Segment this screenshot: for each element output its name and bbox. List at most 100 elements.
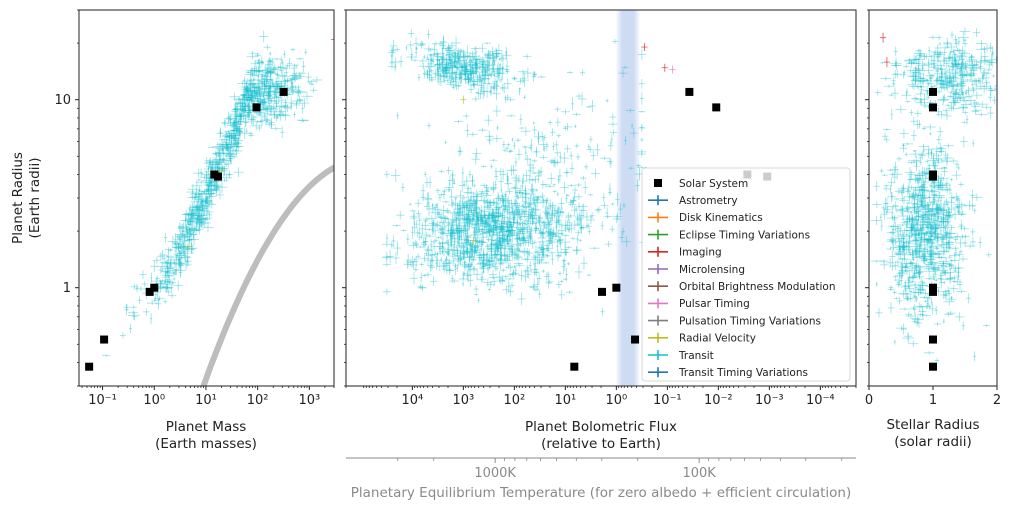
error-bar-point [256,95,266,106]
error-bar-point [224,152,229,159]
error-bar-point [436,240,443,253]
error-bar-point [245,89,253,93]
error-bar-point [221,173,232,183]
error-bar-point [198,220,201,226]
error-bar-point [246,107,251,118]
error-bar-point [230,146,243,157]
error-bar-point [265,60,271,70]
error-bar-point [499,277,506,285]
error-bar-point [445,266,454,275]
error-bar-point [173,239,181,248]
error-bar-point [444,58,449,66]
error-bar-point [444,207,451,214]
error-bar-point [197,188,202,193]
error-bar-point [185,246,190,253]
error-bar-point [436,236,442,239]
error-bar-point [403,259,412,269]
error-bar-point [278,72,290,80]
error-bar-point [496,225,505,232]
error-bar-point [272,57,282,61]
error-bar-point [570,237,576,240]
error-bar-point [496,229,504,236]
error-bar-point [481,218,492,229]
error-bar-point [270,67,277,73]
error-bar-point [452,71,458,74]
error-bar-point [259,89,270,96]
error-bar-point [229,131,235,136]
error-bar-point [289,71,299,80]
error-bar-point [203,193,209,205]
error-bar-point [240,104,250,114]
error-bar-point [495,248,506,262]
error-bar-point [243,118,249,127]
error-bar-point [178,260,185,266]
error-bar-point [167,254,175,266]
error-bar-point [159,249,166,261]
error-bar-point [271,87,278,95]
error-bar-point [162,269,172,282]
error-bar-point [256,90,266,93]
error-bar-point [493,242,498,250]
error-bar-point [160,267,171,276]
error-bar-point [261,76,265,82]
error-bar-point [160,284,172,292]
error-bar-point [558,289,565,300]
error-bar-point [436,215,445,219]
error-bar-point [225,131,234,144]
error-bar-point [270,84,278,89]
error-bar-point [609,113,617,121]
flux-panel: 10⁴ 10³ 10² 10¹ 10⁰ 10⁻¹ 10⁻² 10⁻³ 10⁻⁴ Planet B… [342,9,857,501]
error-bar-point [236,103,249,110]
error-bar-point [268,78,274,82]
error-bar-point [158,266,164,274]
error-bar-point [203,191,206,195]
error-bar-point [456,263,459,273]
error-bar-point [231,134,240,143]
error-bar-point [249,82,262,86]
error-bar-point [477,276,487,282]
error-bar-point [456,48,465,56]
error-bar-point [586,146,594,153]
error-bar-point [296,85,301,96]
solar-system-marker [213,172,222,181]
error-bar-point [562,249,570,256]
error-bar-point [468,251,471,264]
error-bar-point [518,221,527,234]
error-bar-point [241,93,247,98]
error-bar-point [279,79,292,83]
error-bar-point [299,97,310,109]
error-bar-point [159,260,172,265]
solar-system-marker [145,287,154,296]
error-bar-point [236,113,245,118]
error-bar-point [580,256,588,271]
error-bar-point [166,270,169,275]
error-bar-point [288,90,298,95]
error-bar-point [527,221,538,226]
error-bar-point [443,66,448,69]
error-bar-point [602,193,606,202]
error-bar-point [240,93,250,97]
error-bar-point [202,210,214,214]
error-bar-point [449,231,452,238]
error-bar-point [194,213,201,224]
y-tick-label: 10 [54,93,71,108]
error-bar-point [187,235,192,244]
error-bar-point [528,261,532,271]
error-bar-point [154,296,165,301]
error-bar-point [229,150,232,163]
error-bar-point [557,236,564,244]
error-bar-point [464,214,473,224]
error-bar-point [537,243,546,253]
error-bar-point [260,108,271,114]
error-bar-point [149,313,153,325]
error-bar-point [296,77,303,80]
error-bar-point [409,213,418,220]
error-bar-point [540,196,547,208]
error-bar-point [173,280,183,291]
error-bar-point [469,240,472,247]
error-bar-point [267,69,271,74]
error-bar-point [506,149,514,153]
error-bar-point [221,178,228,183]
error-bar-point [244,79,257,87]
error-bar-point [471,77,476,86]
